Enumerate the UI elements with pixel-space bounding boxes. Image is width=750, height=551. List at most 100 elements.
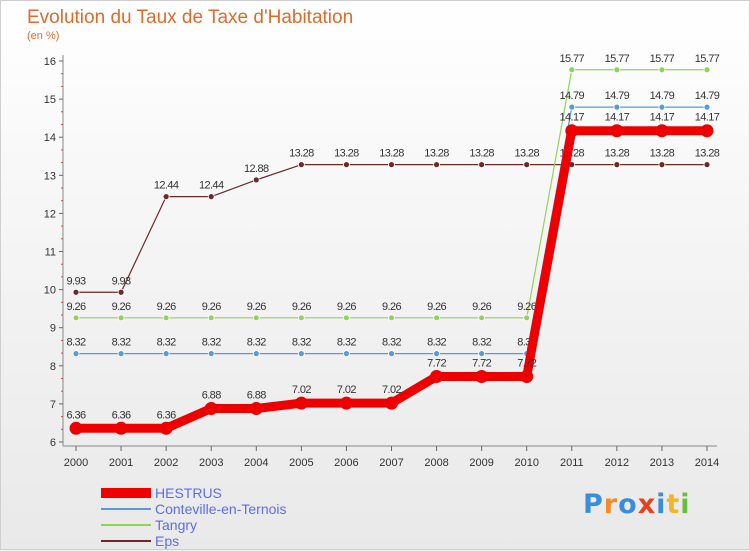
y-tick-label: 6 [50, 437, 56, 449]
x-tick-label: 2004 [244, 457, 268, 469]
y-tick-label: 15 [44, 94, 56, 106]
data-point [252, 314, 260, 322]
data-point [475, 369, 489, 383]
data-label: 9.26 [157, 301, 176, 313]
y-tick-label: 9 [50, 323, 56, 335]
data-point [207, 314, 215, 322]
data-label: 13.28 [379, 148, 404, 160]
data-point [478, 161, 486, 169]
legend-swatch-tangry [101, 524, 151, 526]
y-tick-label: 13 [44, 170, 56, 182]
data-label: 7.02 [337, 384, 356, 396]
legend-item-conteville[interactable]: Conteville-en-Ternois [101, 501, 401, 517]
data-label: 8.32 [427, 337, 446, 349]
chart-title: Evolution du Taux de Taxe d'Habitation [27, 7, 354, 28]
data-point [430, 369, 444, 383]
data-label: 13.28 [605, 148, 630, 160]
legend-swatch-hestrus [101, 488, 151, 498]
data-label: 7.72 [517, 357, 536, 369]
data-point [343, 350, 350, 358]
data-label: 6.88 [202, 389, 221, 401]
data-point [523, 161, 531, 169]
x-tick-label: 2005 [289, 457, 313, 469]
data-point [297, 350, 305, 358]
data-label: 13.28 [650, 148, 675, 160]
x-tick-label: 2000 [64, 457, 88, 469]
logo-letter: x [637, 489, 657, 520]
logo-letter: i [656, 489, 667, 520]
data-point [478, 314, 486, 322]
data-point [204, 401, 218, 415]
data-point [703, 103, 711, 111]
data-label: 9.26 [337, 301, 356, 313]
data-label: 8.32 [157, 337, 176, 349]
x-tick-label: 2008 [424, 457, 448, 469]
x-tick-label: 2007 [379, 457, 403, 469]
data-point [162, 193, 170, 201]
x-tick-label: 2010 [514, 457, 538, 469]
data-label: 12.88 [244, 163, 269, 175]
legend-item-tangry[interactable]: Tangry [101, 517, 401, 533]
data-label: 15.77 [650, 53, 675, 65]
data-point [117, 288, 125, 296]
x-tick-label: 2009 [469, 457, 493, 469]
data-point [568, 103, 576, 111]
data-label: 14.79 [650, 90, 675, 102]
data-point [207, 350, 215, 358]
data-label: 14.79 [560, 90, 585, 102]
data-point [343, 161, 350, 169]
y-tick-label: 14 [44, 132, 56, 144]
data-label: 14.17 [560, 112, 585, 124]
y-tick-label: 7 [50, 399, 56, 411]
x-tick-label: 2003 [199, 457, 223, 469]
data-point [433, 350, 440, 358]
data-label: 7.72 [472, 357, 491, 369]
data-point [388, 161, 395, 169]
data-point [523, 314, 531, 322]
y-tick-label: 11 [45, 247, 56, 259]
data-point [294, 396, 308, 410]
x-tick-label: 2011 [560, 457, 584, 469]
data-label: 6.88 [247, 389, 266, 401]
data-label: 8.32 [112, 337, 131, 349]
legend-item-eps[interactable]: Eps [101, 533, 401, 549]
data-label: 13.28 [514, 148, 539, 160]
legend-swatch-conteville [101, 508, 151, 510]
data-label: 8.32 [66, 337, 85, 349]
data-label: 13.28 [695, 148, 720, 160]
logo-letter: i [680, 489, 691, 520]
data-label: 8.32 [382, 337, 401, 349]
data-point [72, 288, 80, 296]
legend-item-hestrus[interactable]: HESTRUS [101, 485, 401, 501]
data-point [249, 401, 263, 415]
data-label: 8.32 [292, 337, 311, 349]
data-point [658, 161, 666, 169]
x-tick-label: 2012 [605, 457, 629, 469]
data-point [700, 124, 714, 138]
logo-letter: r [603, 489, 619, 520]
legend-label: Tangry [155, 517, 198, 533]
data-point [117, 314, 125, 322]
data-label: 15.77 [560, 53, 585, 65]
data-label: 7.02 [292, 384, 311, 396]
data-point [385, 396, 398, 410]
data-point [433, 161, 440, 169]
data-point [72, 350, 80, 358]
chart-subtitle: (en %) [27, 30, 60, 42]
data-label: 7.02 [382, 384, 401, 396]
data-label: 14.79 [695, 90, 720, 102]
data-point [658, 103, 666, 111]
x-tick-label: 2006 [334, 457, 358, 469]
data-label: 9.26 [112, 301, 131, 313]
data-label: 15.77 [605, 53, 630, 65]
data-label: 9.93 [66, 275, 85, 287]
data-label: 8.32 [247, 337, 266, 349]
proxiti-logo: Proxiti [583, 489, 691, 520]
data-label: 14.79 [605, 90, 630, 102]
data-point [613, 66, 621, 74]
data-point [568, 66, 576, 74]
logo-letter: P [583, 489, 604, 520]
data-point [565, 124, 579, 138]
data-label: 9.26 [247, 301, 266, 313]
